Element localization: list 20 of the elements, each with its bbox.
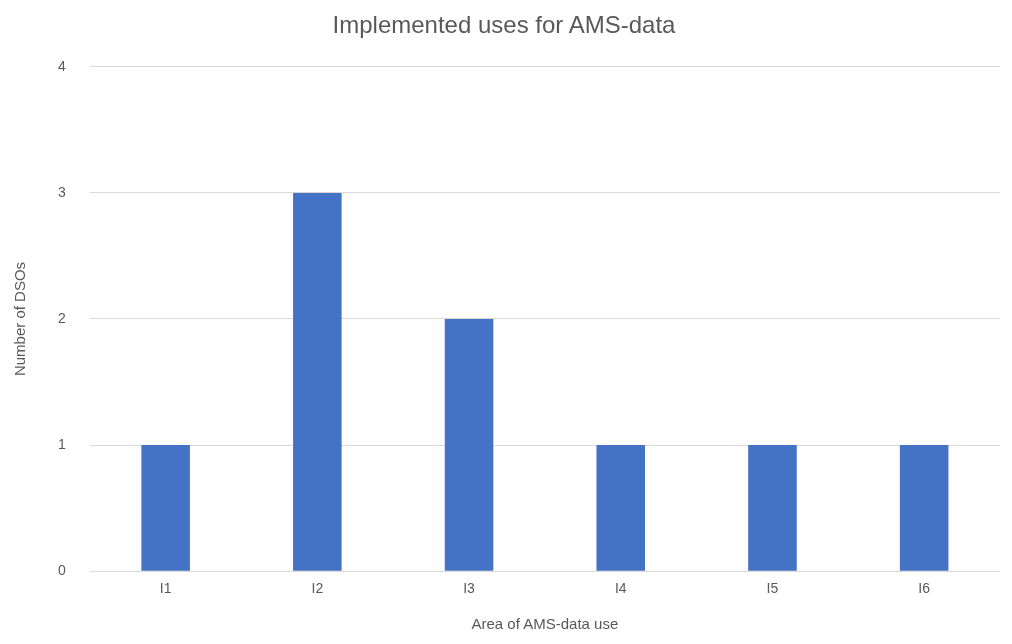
bar — [444, 319, 494, 571]
y-tick-label: 0 — [57, 562, 66, 579]
x-tick-label: I6 — [918, 580, 931, 597]
x-tick-label: I1 — [159, 580, 172, 597]
chart-title: Implemented uses for AMS-data — [332, 11, 677, 39]
x-axis-title: Area of AMS-data use — [471, 615, 619, 633]
y-tick-label: 1 — [57, 435, 66, 452]
x-tick-label: I4 — [614, 580, 627, 597]
y-tick-label: 4 — [57, 57, 66, 74]
y-tick-label: 3 — [57, 183, 66, 200]
bar — [748, 445, 797, 571]
bar — [596, 445, 646, 571]
bar — [141, 445, 190, 571]
y-tick-label: 2 — [57, 309, 66, 326]
x-tick-label: I3 — [463, 580, 476, 597]
x-tick-label: I5 — [766, 580, 779, 597]
bar — [899, 445, 949, 571]
x-tick-label: I2 — [311, 580, 324, 597]
y-axis-title: Number of DSOs — [11, 261, 29, 377]
bar — [293, 192, 342, 571]
